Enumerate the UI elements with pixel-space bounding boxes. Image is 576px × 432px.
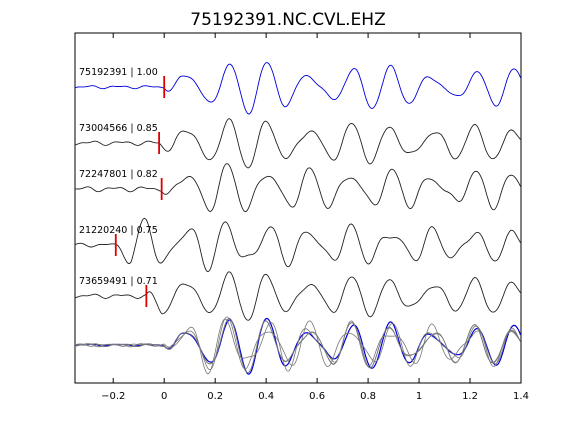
overlay-stack-group — [74, 316, 522, 375]
trace-label-5: 73659491 | 0.71 — [79, 276, 158, 287]
x-tick-label-1: 0 — [161, 391, 167, 402]
trace-line-5 — [74, 271, 521, 321]
x-tick-label-3: 0.4 — [258, 391, 274, 402]
stack-line-5 — [74, 317, 521, 374]
x-tick-label-7: 1.2 — [462, 391, 478, 402]
trace-labels-group: 75192391 | 1.00 73004566 | 0.85 72247801 |… — [79, 67, 158, 287]
x-tick-label-2: 0.2 — [207, 391, 223, 402]
trace-label-3: 72247801 | 0.82 — [79, 169, 158, 180]
trace-line-1 — [74, 62, 521, 115]
x-tick-label-6: 1 — [416, 391, 422, 402]
trace-label-4: 21220240 | 0.75 — [79, 225, 158, 236]
x-tick-label-5: 0.8 — [360, 391, 376, 402]
x-tick-label-8: 1.4 — [513, 391, 529, 402]
x-tick-label-4: 0.6 — [309, 391, 325, 402]
traces-group — [74, 62, 521, 321]
x-tick-label-0: −0.2 — [101, 391, 125, 402]
trace-line-3 — [75, 163, 521, 213]
x-axis: −0.2 0 0.2 0.4 0.6 0.8 1 1.2 1.4 — [101, 33, 529, 402]
chart-title: 75192391.NC.CVL.EHZ — [190, 10, 385, 30]
pick-markers-group — [114, 76, 166, 307]
plot-area — [74, 32, 522, 384]
stack-line-1 — [74, 317, 522, 375]
trace-line-4 — [74, 217, 521, 273]
trace-label-2: 73004566 | 0.85 — [79, 123, 158, 134]
trace-line-2 — [74, 118, 521, 169]
trace-label-1: 75192391 | 1.00 — [79, 67, 158, 78]
stack-line-4 — [74, 318, 521, 375]
